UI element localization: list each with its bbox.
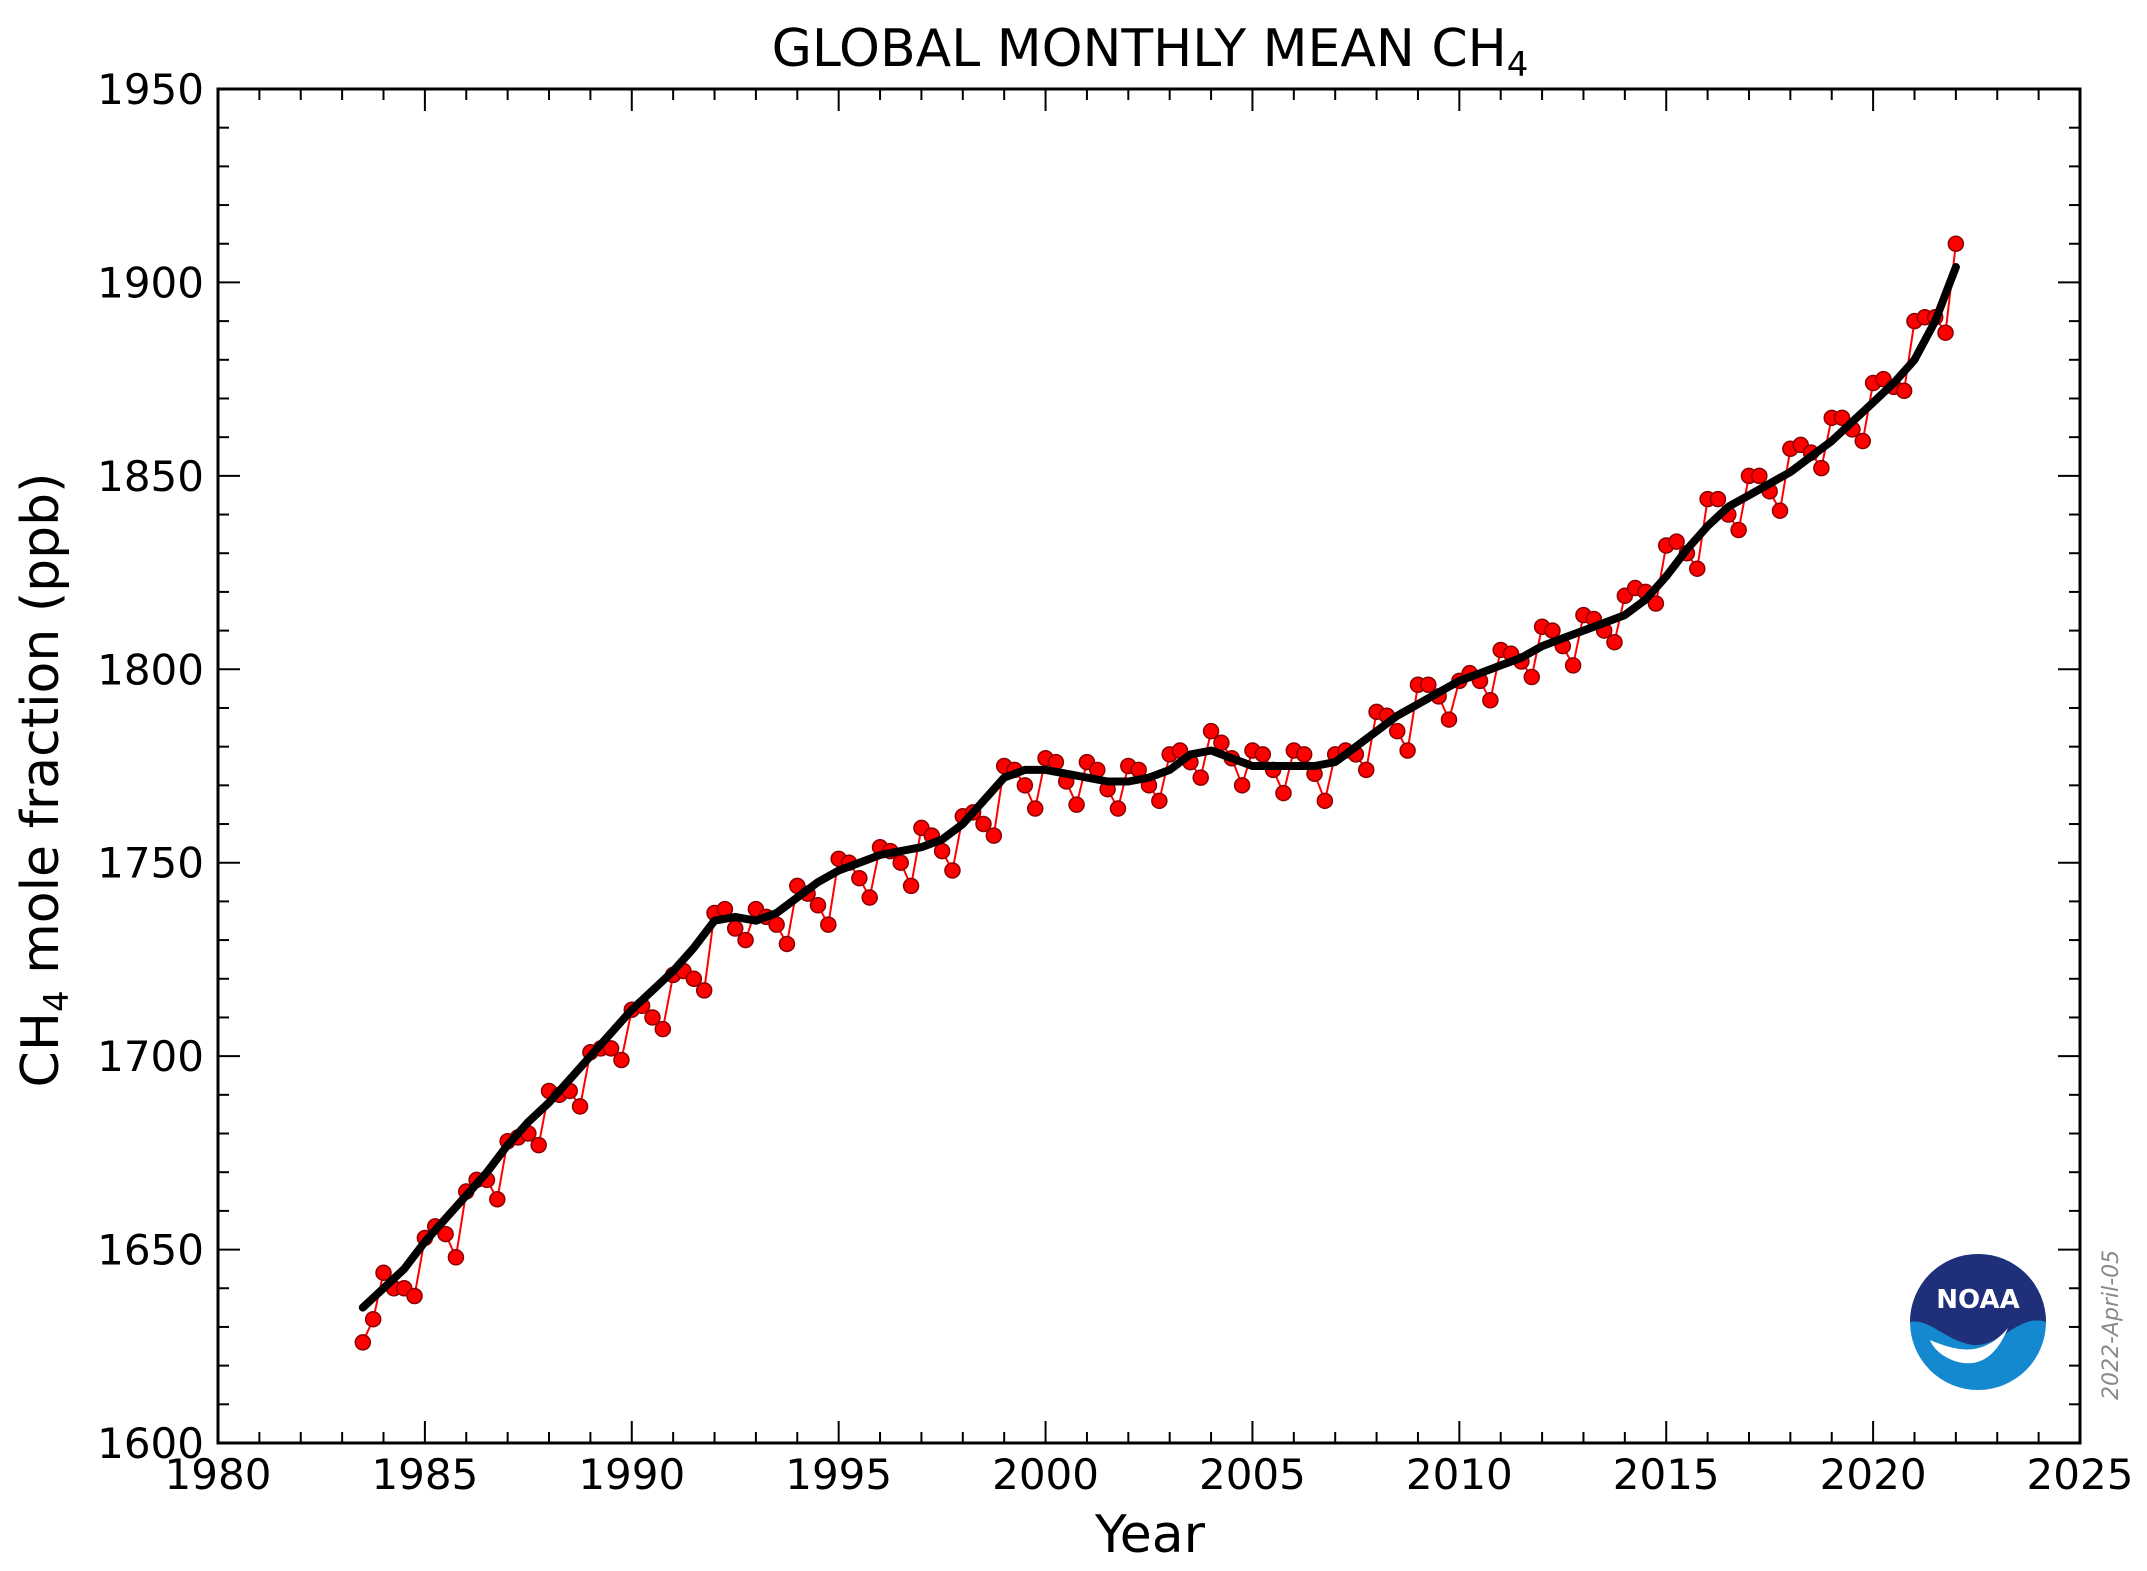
axis-ticks xyxy=(217,88,2081,1444)
monthly-mean-point xyxy=(933,842,951,860)
monthly-mean-point xyxy=(613,1051,630,1069)
monthly-mean-point xyxy=(530,1136,547,1154)
chart-title: GLOBAL MONTHLY MEAN CH4 xyxy=(772,19,1529,85)
x-tick-label: 2000 xyxy=(992,1450,1099,1499)
monthly-mean-point xyxy=(1389,722,1406,740)
monthly-mean-point xyxy=(1026,800,1044,817)
y-axis-label: CH4 mole fraction (ppb) xyxy=(11,473,77,1088)
monthly-mean-point xyxy=(1316,792,1334,810)
monthly-mean-point xyxy=(1730,521,1747,539)
monthly-mean-point xyxy=(1275,784,1292,802)
monthly-mean-point xyxy=(364,1310,382,1328)
monthly-mean-point xyxy=(737,931,754,949)
y-tick-label: 1850 xyxy=(97,452,204,501)
monthly-mean-point xyxy=(975,815,992,833)
monthly-mean-point xyxy=(1895,382,1913,399)
monthly-mean-point xyxy=(654,1020,672,1038)
monthly-mean-point xyxy=(861,889,878,906)
trend-line xyxy=(358,263,1960,1312)
svg-text:NOAA: NOAA xyxy=(1936,1285,2019,1315)
x-tick-label: 2015 xyxy=(1613,1450,1720,1499)
monthly-mean-point xyxy=(778,935,796,953)
date-stamp: 2022-April-05 xyxy=(2099,1250,2124,1400)
monthly-mean-point xyxy=(447,1249,465,1266)
monthly-mean-point xyxy=(1854,432,1872,450)
monthly-mean-point xyxy=(437,1225,454,1243)
monthly-mean-point xyxy=(768,916,785,933)
monthly-mean-point xyxy=(1668,533,1685,550)
monthly-mean-point xyxy=(1440,711,1458,728)
x-tick-label: 2025 xyxy=(2027,1450,2134,1499)
monthly-mean-point xyxy=(851,869,868,887)
monthly-mean-point xyxy=(1151,792,1168,810)
y-tick-label: 1800 xyxy=(97,645,204,694)
monthly-mean-point xyxy=(406,1287,423,1305)
x-tick-label: 2005 xyxy=(1199,1450,1306,1499)
monthly-mean-point xyxy=(489,1191,506,1208)
monthly-mean-point xyxy=(1813,459,1830,477)
x-tick-label: 1995 xyxy=(785,1450,892,1499)
monthly-mean-point xyxy=(1564,657,1582,674)
monthly-mean-point xyxy=(375,1264,392,1282)
x-tick-labels: 1980 1985 1990 1995 2000 2005 2010 2015 2020 2025 xyxy=(165,1450,2134,1499)
monthly-mean-point xyxy=(1482,691,1499,709)
monthly-mean-point xyxy=(809,897,827,914)
x-tick-label: 1980 xyxy=(165,1450,272,1499)
monthly-mean-point xyxy=(944,862,961,879)
monthly-mean-point xyxy=(1523,668,1540,686)
monthly-mean-point xyxy=(602,1040,620,1057)
monthly-mean-point xyxy=(892,854,909,871)
y-tick-labels: 1600 1650 1700 1750 1800 1850 1900 1950 xyxy=(97,65,204,1468)
monthly-mean-point xyxy=(1213,734,1230,752)
monthly-mean-point xyxy=(1254,746,1272,763)
monthly-mean-point xyxy=(695,982,713,999)
monthly-mean-point xyxy=(1709,490,1727,508)
y-tick-label: 1900 xyxy=(97,258,204,307)
x-tick-label: 2010 xyxy=(1406,1450,1513,1499)
x-tick-label: 1985 xyxy=(371,1450,478,1499)
x-axis-label: Year xyxy=(1094,1505,1206,1565)
monthly-mean-point xyxy=(1357,761,1375,779)
y-tick-label: 1950 xyxy=(97,65,204,114)
monthly-mean-point xyxy=(902,877,920,895)
monthly-mean-point xyxy=(1647,595,1665,612)
monthly-mean-point xyxy=(1544,622,1561,639)
monthly-mean-point xyxy=(1833,409,1851,427)
monthly-mean-point xyxy=(1771,502,1789,519)
monthly-mean-point xyxy=(985,827,1003,844)
monthly-mean-point xyxy=(1937,324,1954,341)
monthly-mean-point xyxy=(1202,722,1220,740)
monthly-mean-point xyxy=(644,1009,661,1026)
series-layer xyxy=(354,235,1965,1351)
x-tick-label: 2020 xyxy=(1820,1450,1927,1499)
monthly-mean-point xyxy=(1399,742,1416,759)
monthly-mean-point xyxy=(726,920,744,937)
x-tick-label: 1990 xyxy=(578,1450,685,1499)
monthly-mean-point xyxy=(1295,746,1313,763)
y-tick-label: 1650 xyxy=(97,1226,204,1275)
monthly-mean-point xyxy=(1109,800,1127,817)
monthly-mean-point xyxy=(1016,777,1034,794)
monthly-mean-point xyxy=(820,916,837,933)
monthly-mean-point xyxy=(1420,676,1437,694)
y-tick-label: 1750 xyxy=(97,839,204,888)
monthly-mean-point xyxy=(1947,235,1965,252)
monthly-mean-point xyxy=(1751,467,1768,485)
monthly-mean-point xyxy=(571,1098,589,1115)
y-tick-label: 1700 xyxy=(97,1032,204,1081)
plot-frame xyxy=(216,87,2082,1445)
monthly-mean-point xyxy=(1606,633,1623,651)
monthly-mean-point xyxy=(1068,796,1085,813)
monthly-mean-point xyxy=(354,1334,372,1351)
noaa-logo: NOAA xyxy=(1910,1254,2046,1390)
monthly-mean-point xyxy=(1233,777,1251,794)
monthly-mean-point xyxy=(1689,560,1706,577)
monthly-mean-point xyxy=(1192,769,1209,786)
monthly-mean-point xyxy=(685,970,703,988)
y-tick-label: 1600 xyxy=(97,1419,204,1468)
